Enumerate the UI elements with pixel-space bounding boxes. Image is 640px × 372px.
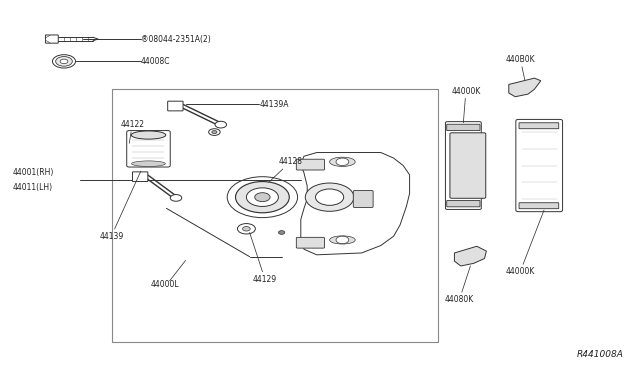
- Text: 44128: 44128: [269, 157, 302, 182]
- FancyBboxPatch shape: [127, 131, 170, 167]
- Text: 44139A: 44139A: [259, 100, 289, 109]
- Circle shape: [316, 189, 344, 205]
- Circle shape: [215, 121, 227, 128]
- Circle shape: [236, 182, 289, 213]
- Circle shape: [56, 57, 72, 66]
- Circle shape: [336, 236, 349, 244]
- Bar: [112, 89, 438, 342]
- Text: 44001(RH): 44001(RH): [13, 169, 54, 177]
- Text: 44011(LH): 44011(LH): [13, 183, 53, 192]
- Circle shape: [60, 59, 68, 64]
- FancyBboxPatch shape: [445, 122, 481, 209]
- Text: 44139: 44139: [99, 171, 141, 241]
- Text: 44000L: 44000L: [150, 280, 179, 289]
- FancyBboxPatch shape: [45, 35, 58, 43]
- FancyBboxPatch shape: [132, 172, 148, 182]
- PathPatch shape: [454, 246, 486, 266]
- Text: 44122: 44122: [120, 120, 145, 143]
- FancyBboxPatch shape: [447, 201, 480, 207]
- Text: 440B0K: 440B0K: [506, 55, 535, 80]
- FancyBboxPatch shape: [450, 133, 486, 198]
- Ellipse shape: [132, 161, 165, 167]
- PathPatch shape: [509, 78, 541, 97]
- Circle shape: [212, 131, 217, 134]
- Circle shape: [336, 158, 349, 166]
- Ellipse shape: [330, 157, 355, 167]
- FancyBboxPatch shape: [519, 123, 559, 129]
- Circle shape: [237, 224, 255, 234]
- Circle shape: [305, 183, 354, 211]
- Text: 44080K: 44080K: [445, 266, 474, 304]
- FancyBboxPatch shape: [447, 124, 480, 131]
- Text: R441008A: R441008A: [577, 350, 624, 359]
- Circle shape: [246, 188, 278, 206]
- PathPatch shape: [301, 153, 410, 255]
- FancyBboxPatch shape: [168, 101, 183, 111]
- FancyBboxPatch shape: [516, 119, 563, 212]
- Ellipse shape: [131, 131, 166, 139]
- Circle shape: [227, 177, 298, 218]
- Circle shape: [278, 231, 285, 234]
- Ellipse shape: [330, 236, 355, 244]
- FancyBboxPatch shape: [296, 159, 324, 170]
- Text: 44008C: 44008C: [141, 57, 170, 66]
- Circle shape: [209, 129, 220, 135]
- Text: 44000K: 44000K: [506, 210, 544, 276]
- FancyBboxPatch shape: [353, 190, 373, 208]
- Text: 44129: 44129: [250, 232, 277, 283]
- FancyBboxPatch shape: [519, 203, 559, 209]
- Circle shape: [243, 227, 250, 231]
- FancyBboxPatch shape: [296, 237, 324, 248]
- Circle shape: [52, 55, 76, 68]
- Circle shape: [170, 195, 182, 201]
- Circle shape: [255, 193, 270, 202]
- Text: ®08044-2351A(2): ®08044-2351A(2): [141, 35, 211, 44]
- Text: 44000K: 44000K: [451, 87, 481, 123]
